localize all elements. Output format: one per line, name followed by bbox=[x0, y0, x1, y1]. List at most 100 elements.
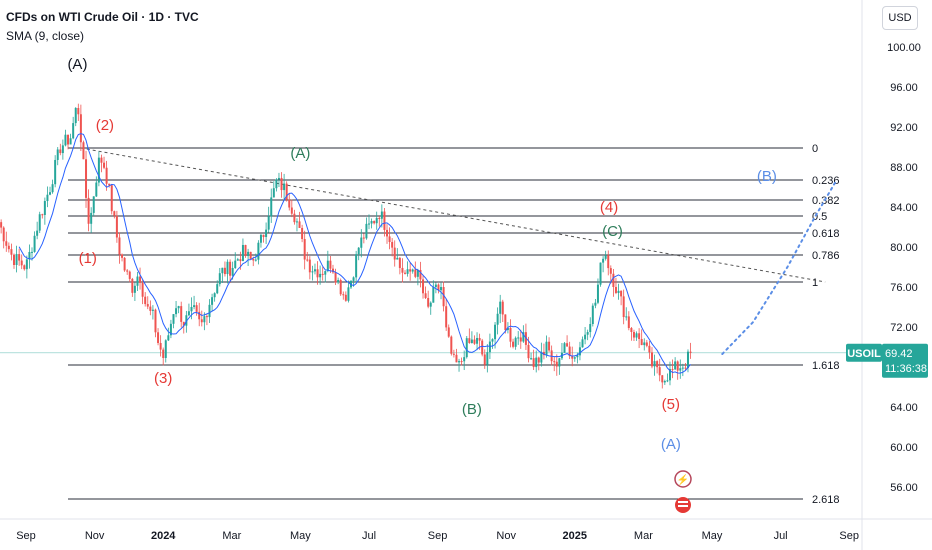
candle-body bbox=[90, 212, 93, 224]
candle-body bbox=[514, 337, 517, 347]
candle-body bbox=[470, 339, 473, 343]
candle-body bbox=[301, 227, 304, 240]
candle-body bbox=[627, 316, 630, 329]
candle-body bbox=[113, 211, 116, 216]
candle-body bbox=[337, 280, 340, 283]
candle-body bbox=[85, 159, 88, 198]
candle-body bbox=[151, 309, 154, 311]
candle-body bbox=[200, 319, 203, 323]
candle-body bbox=[308, 259, 311, 273]
candle-body bbox=[118, 237, 121, 255]
candle-body bbox=[347, 287, 350, 301]
candle-body bbox=[236, 259, 239, 261]
candle-body bbox=[342, 294, 345, 296]
flag-stripe-icon[interactable] bbox=[678, 505, 688, 507]
y-tick-label: 72.00 bbox=[890, 322, 918, 334]
currency-button[interactable]: USD bbox=[882, 6, 918, 30]
candle-body bbox=[584, 334, 587, 340]
candle-body bbox=[380, 211, 383, 219]
x-tick-label: Nov bbox=[85, 530, 105, 542]
candle-body bbox=[630, 328, 633, 332]
candle-body bbox=[635, 333, 638, 338]
candle-body bbox=[661, 375, 664, 383]
flag-stripe-icon[interactable] bbox=[678, 501, 688, 503]
candle-body bbox=[272, 188, 275, 198]
candle-body bbox=[365, 223, 368, 239]
candle-body bbox=[540, 351, 543, 363]
candle-body bbox=[604, 255, 607, 259]
x-tick-label: Nov bbox=[496, 530, 516, 542]
candle-body bbox=[5, 241, 8, 246]
candle-body bbox=[596, 284, 599, 303]
candle-body bbox=[509, 327, 512, 342]
candle-body bbox=[288, 199, 291, 208]
candle-body bbox=[136, 276, 139, 286]
candle-body bbox=[74, 108, 77, 124]
x-tick-label: Sep bbox=[839, 530, 859, 542]
candle-body bbox=[164, 340, 167, 358]
candle-body bbox=[92, 196, 95, 213]
candle-body bbox=[169, 323, 172, 336]
candle-body bbox=[100, 157, 103, 163]
candle-body bbox=[267, 216, 270, 230]
indicator-legend[interactable]: SMA (9, close) bbox=[6, 29, 85, 43]
candle-body bbox=[187, 311, 190, 316]
candle-body bbox=[581, 339, 584, 348]
candle-body bbox=[465, 338, 468, 358]
candle-body bbox=[401, 267, 404, 273]
candle-body bbox=[599, 262, 602, 285]
candle-body bbox=[360, 237, 363, 248]
price-tag-value: 69.42 bbox=[885, 348, 913, 360]
candle-body bbox=[72, 123, 75, 139]
candle-body bbox=[612, 273, 615, 287]
candle-body bbox=[254, 259, 257, 261]
y-tick-label: 60.00 bbox=[890, 442, 918, 454]
candle-body bbox=[658, 367, 661, 376]
candle-body bbox=[422, 279, 425, 294]
candle-body bbox=[123, 257, 126, 271]
candle-body bbox=[663, 381, 666, 383]
candle-body bbox=[162, 349, 165, 358]
candle-body bbox=[450, 336, 453, 354]
candle-body bbox=[396, 257, 399, 260]
candle-body bbox=[280, 177, 283, 191]
candle-body bbox=[460, 361, 463, 363]
candle-body bbox=[295, 221, 298, 223]
y-tick-label: 88.00 bbox=[890, 162, 918, 174]
candle-body bbox=[429, 302, 432, 307]
candle-body bbox=[578, 347, 581, 356]
candle-body bbox=[313, 269, 316, 272]
candle-body bbox=[316, 269, 319, 278]
wave-label: (B) bbox=[462, 401, 482, 418]
candle-body bbox=[638, 333, 641, 340]
candle-body bbox=[447, 327, 450, 337]
candle-body bbox=[668, 369, 671, 381]
lightning-icon-glyph[interactable]: ⚡ bbox=[677, 473, 689, 486]
candle-body bbox=[211, 297, 214, 305]
candle-body bbox=[530, 358, 533, 360]
candle-body bbox=[87, 197, 90, 224]
price-tag bbox=[882, 343, 928, 378]
candle-body bbox=[483, 354, 486, 365]
candle-body bbox=[51, 184, 54, 193]
candle-body bbox=[54, 159, 57, 185]
y-tick-label: 76.00 bbox=[890, 282, 918, 294]
candle-body bbox=[203, 316, 206, 323]
candle-body bbox=[324, 271, 327, 275]
x-tick-label: Mar bbox=[222, 530, 241, 542]
candle-body bbox=[491, 339, 494, 342]
candle-body bbox=[545, 341, 548, 356]
candle-body bbox=[198, 311, 201, 320]
candle-body bbox=[216, 284, 219, 294]
symbol-tag bbox=[846, 343, 882, 362]
candle-body bbox=[501, 301, 504, 315]
candle-body bbox=[512, 341, 515, 347]
fib-level-label: 1 bbox=[812, 277, 818, 289]
candle-body bbox=[388, 236, 391, 243]
candle-body bbox=[321, 273, 324, 275]
candle-body bbox=[298, 221, 301, 228]
candle-body bbox=[558, 358, 561, 367]
lightning-event-icon[interactable] bbox=[674, 470, 692, 488]
candle-body bbox=[97, 157, 100, 183]
